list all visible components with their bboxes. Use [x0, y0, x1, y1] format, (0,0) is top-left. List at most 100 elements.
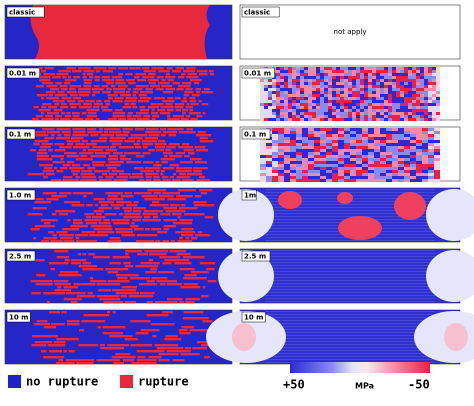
stress-cell — [308, 70, 312, 73]
stress-cell — [302, 134, 308, 137]
rupture-cell — [112, 289, 137, 292]
stress-cell — [388, 106, 392, 109]
right-panel: 2.5 m — [218, 248, 474, 304]
rupture-cell — [61, 131, 71, 134]
stress-cell — [344, 67, 348, 70]
stress-cell — [288, 106, 292, 109]
stress-cell — [272, 179, 278, 182]
stress-cell — [364, 118, 368, 121]
stress-cell — [398, 140, 404, 143]
rupture-cell — [93, 85, 100, 88]
stress-cell — [260, 167, 266, 170]
right-panel: 0.1 m — [239, 126, 461, 182]
stress-cell — [316, 73, 320, 76]
stress-cell — [338, 176, 344, 179]
stress-cell — [432, 100, 436, 103]
rupture-cell — [90, 134, 99, 137]
stress-cell — [276, 79, 280, 82]
stress-cell — [278, 152, 284, 155]
rupture-cell — [59, 192, 72, 195]
rupture-cell — [58, 274, 82, 277]
stress-cell — [368, 85, 372, 88]
rupture-cell — [160, 134, 166, 137]
rupture-cell — [183, 283, 198, 286]
rupture-cell — [52, 76, 61, 79]
stress-cell — [372, 67, 376, 70]
stress-stripe — [265, 301, 435, 302]
stress-cell — [420, 82, 424, 85]
stress-cell — [392, 106, 396, 109]
stress-cell — [290, 170, 296, 173]
stress-cell — [302, 161, 308, 164]
stress-cell — [432, 106, 436, 109]
rupture-cell — [98, 137, 108, 140]
stress-cell — [344, 97, 348, 100]
stress-cell — [374, 137, 380, 140]
stress-cell — [266, 140, 272, 143]
stress-cell — [320, 115, 324, 118]
stress-cell — [386, 137, 392, 140]
rupture-cell — [179, 161, 193, 164]
rupture-cell — [194, 146, 206, 149]
rupture-cell — [158, 353, 179, 356]
rupture-cell — [109, 137, 126, 140]
rupture-cell — [102, 91, 111, 94]
rupture-cell — [178, 329, 188, 332]
rupture-cell — [31, 134, 49, 137]
stress-cell — [326, 155, 332, 158]
stress-cell — [392, 112, 396, 115]
stress-cell — [436, 70, 440, 73]
stress-cell — [434, 164, 440, 167]
stress-cell — [288, 70, 292, 73]
stress-cell — [340, 106, 344, 109]
stress-cell — [268, 85, 272, 88]
stress-cell — [290, 176, 296, 179]
rupture-cell — [100, 347, 124, 350]
stress-cell — [432, 79, 436, 82]
rupture-cell — [107, 240, 122, 243]
rupture-cell — [69, 167, 85, 170]
rupture-cell — [122, 207, 132, 210]
rupture-cell — [99, 298, 121, 301]
stress-cell — [308, 146, 314, 149]
stress-cell — [264, 109, 268, 112]
stress-cell — [304, 106, 308, 109]
rupture-cell — [115, 292, 139, 295]
stress-cell — [326, 167, 332, 170]
rupture-cell — [152, 216, 159, 219]
rupture-cell — [159, 112, 171, 115]
rupture-cell — [66, 140, 81, 143]
rupture-cell — [162, 131, 178, 134]
stress-cell — [392, 173, 398, 176]
stress-cell — [260, 140, 266, 143]
stress-cell — [408, 103, 412, 106]
stress-cell — [340, 73, 344, 76]
stress-cell — [266, 158, 272, 161]
stress-cell — [368, 109, 372, 112]
stress-cell — [416, 118, 420, 121]
stress-cell — [284, 94, 288, 97]
stress-cell — [356, 85, 360, 88]
rupture-cell — [128, 137, 143, 140]
stress-cell — [302, 173, 308, 176]
stress-cell — [408, 88, 412, 91]
rupture-cell — [185, 88, 193, 91]
rupture-cell — [76, 240, 97, 243]
stress-cell — [398, 146, 404, 149]
rupture-cell — [124, 152, 141, 155]
stress-cell — [386, 128, 392, 131]
rupture-cell — [71, 112, 80, 115]
rupture-cell — [180, 286, 201, 289]
stress-cell — [396, 73, 400, 76]
rupture-cell — [144, 198, 165, 201]
rupture-cell — [166, 283, 182, 286]
stress-cell — [374, 155, 380, 158]
stress-cell — [320, 146, 326, 149]
label-bg — [241, 250, 271, 262]
rupture-cell — [165, 210, 186, 213]
stress-cell — [280, 94, 284, 97]
stress-cell — [380, 73, 384, 76]
stress-cell — [374, 128, 380, 131]
rupture-cell — [81, 140, 88, 143]
stress-cell — [308, 109, 312, 112]
